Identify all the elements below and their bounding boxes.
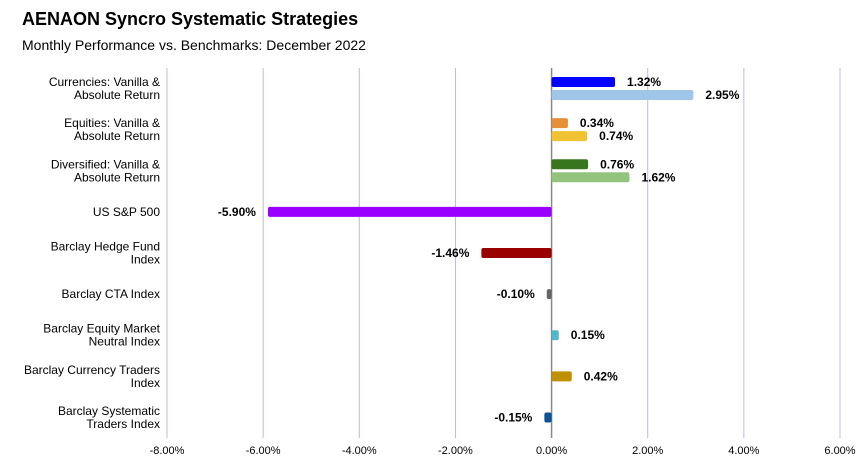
x-tick-label: -2.00% xyxy=(438,445,473,457)
data-label: 0.34% xyxy=(580,116,614,130)
bar xyxy=(551,77,616,88)
bar xyxy=(551,90,694,101)
category-label: Absolute Return xyxy=(74,88,160,102)
category-label: Absolute Return xyxy=(74,129,160,143)
data-label: 0.15% xyxy=(571,328,605,342)
x-tick-label: 4.00% xyxy=(728,445,759,457)
x-tick-label: 2.00% xyxy=(632,445,663,457)
category-label: Neutral Index xyxy=(89,335,160,349)
data-label: 1.62% xyxy=(641,170,675,184)
bar xyxy=(551,172,630,183)
data-label: -0.15% xyxy=(494,410,532,424)
category-label: Equities: Vanilla & xyxy=(64,116,160,130)
category-label: Index xyxy=(131,376,160,390)
bar xyxy=(551,118,568,129)
category-label: Barclay Equity Market xyxy=(43,322,160,336)
bar xyxy=(551,159,589,170)
data-label: -5.90% xyxy=(218,205,256,219)
data-label: 1.32% xyxy=(627,75,661,89)
data-label: -1.46% xyxy=(431,246,469,260)
bar xyxy=(546,289,552,300)
category-label: Index xyxy=(131,253,160,267)
category-label: Barclay Hedge Fund xyxy=(51,240,160,254)
x-tick-label: -6.00% xyxy=(246,445,281,457)
bar xyxy=(551,371,572,382)
category-label: Absolute Return xyxy=(74,170,160,184)
category-label: Currencies: Vanilla & xyxy=(49,75,160,89)
category-label: Barclay Systematic xyxy=(58,404,160,418)
bar xyxy=(551,131,588,142)
data-label: 0.42% xyxy=(584,369,618,383)
data-label: -0.10% xyxy=(497,287,535,301)
data-label: 2.95% xyxy=(705,88,739,102)
chart-subtitle: Monthly Performance vs. Benchmarks: Dece… xyxy=(22,37,366,53)
bar xyxy=(544,412,552,423)
category-label: US S&P 500 xyxy=(93,205,160,219)
x-tick-label: 6.00% xyxy=(824,445,855,457)
category-label: Traders Index xyxy=(86,417,160,431)
x-tick-label: 0.00% xyxy=(536,445,567,457)
x-tick-label: -4.00% xyxy=(342,445,377,457)
bar xyxy=(267,206,552,217)
chart-title: AENAON Syncro Systematic Strategies xyxy=(22,9,359,29)
bar xyxy=(481,248,552,258)
category-label: Barclay CTA Index xyxy=(62,287,160,301)
data-label: 0.74% xyxy=(599,129,633,143)
category-label: Barclay Currency Traders xyxy=(24,363,160,377)
data-label: 0.76% xyxy=(600,157,634,171)
category-label: Diversified: Vanilla & xyxy=(51,157,160,171)
x-tick-label: -8.00% xyxy=(150,445,185,457)
bar xyxy=(551,330,559,341)
